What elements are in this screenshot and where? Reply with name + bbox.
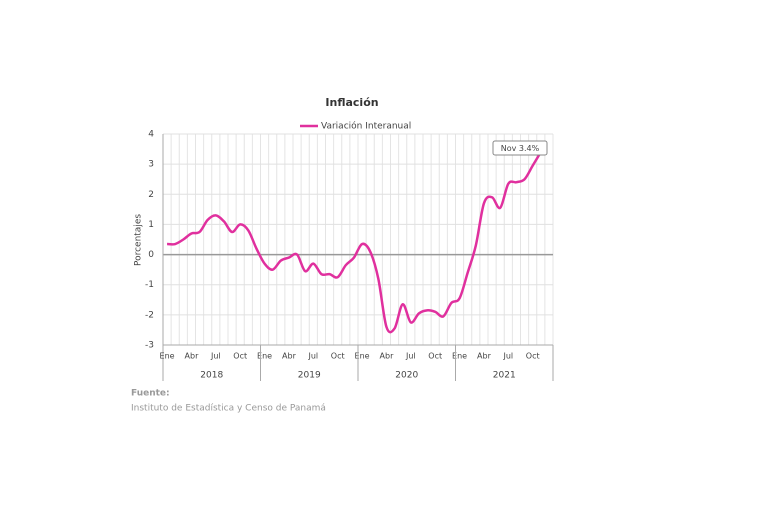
year-label: 2019 bbox=[298, 371, 321, 381]
x-tick-label: Jul bbox=[405, 352, 416, 361]
x-tick-label: Oct bbox=[526, 352, 540, 361]
y-tick-label: 4 bbox=[148, 130, 154, 140]
y-tick-label: -3 bbox=[145, 341, 154, 351]
x-tick-label: Ene bbox=[257, 352, 272, 361]
x-tick-label: Jul bbox=[502, 352, 513, 361]
x-tick-label: Oct bbox=[428, 352, 442, 361]
chart-title: Inflación bbox=[325, 96, 378, 109]
annotation: Nov 3.4% bbox=[501, 144, 540, 153]
y-tick-label: 3 bbox=[148, 160, 154, 170]
x-tick-label: Abr bbox=[185, 352, 200, 361]
legend-label: Variación Interanual bbox=[321, 121, 411, 132]
x-tick-label: Abr bbox=[477, 352, 492, 361]
y-tick-label: 1 bbox=[148, 220, 154, 230]
x-tick-label: Abr bbox=[282, 352, 297, 361]
x-tick-label: Oct bbox=[331, 352, 345, 361]
x-tick-label: Jul bbox=[210, 352, 221, 361]
annotation-box bbox=[492, 140, 548, 156]
x-tick-label: Jul bbox=[307, 352, 318, 361]
y-axis-label: Porcentajes bbox=[134, 214, 144, 266]
source: Instituto de Estadística y Censo de Pana… bbox=[131, 404, 326, 414]
year-label: 2020 bbox=[395, 371, 418, 381]
year-label: 2021 bbox=[493, 371, 516, 381]
x-tick-label: Oct bbox=[233, 352, 247, 361]
x-tick-label: Ene bbox=[452, 352, 467, 361]
y-tick-label: 2 bbox=[148, 190, 154, 200]
y-tick-label: -1 bbox=[145, 280, 154, 290]
y-tick-label: -2 bbox=[145, 310, 154, 320]
x-tick-label: Abr bbox=[380, 352, 395, 361]
x-tick-label: Ene bbox=[160, 352, 175, 361]
x-tick-label: Ene bbox=[355, 352, 370, 361]
source-label: Fuente: bbox=[131, 389, 170, 399]
line bbox=[167, 151, 542, 334]
year-label: 2018 bbox=[200, 371, 223, 381]
y-tick-label: 0 bbox=[148, 250, 154, 260]
